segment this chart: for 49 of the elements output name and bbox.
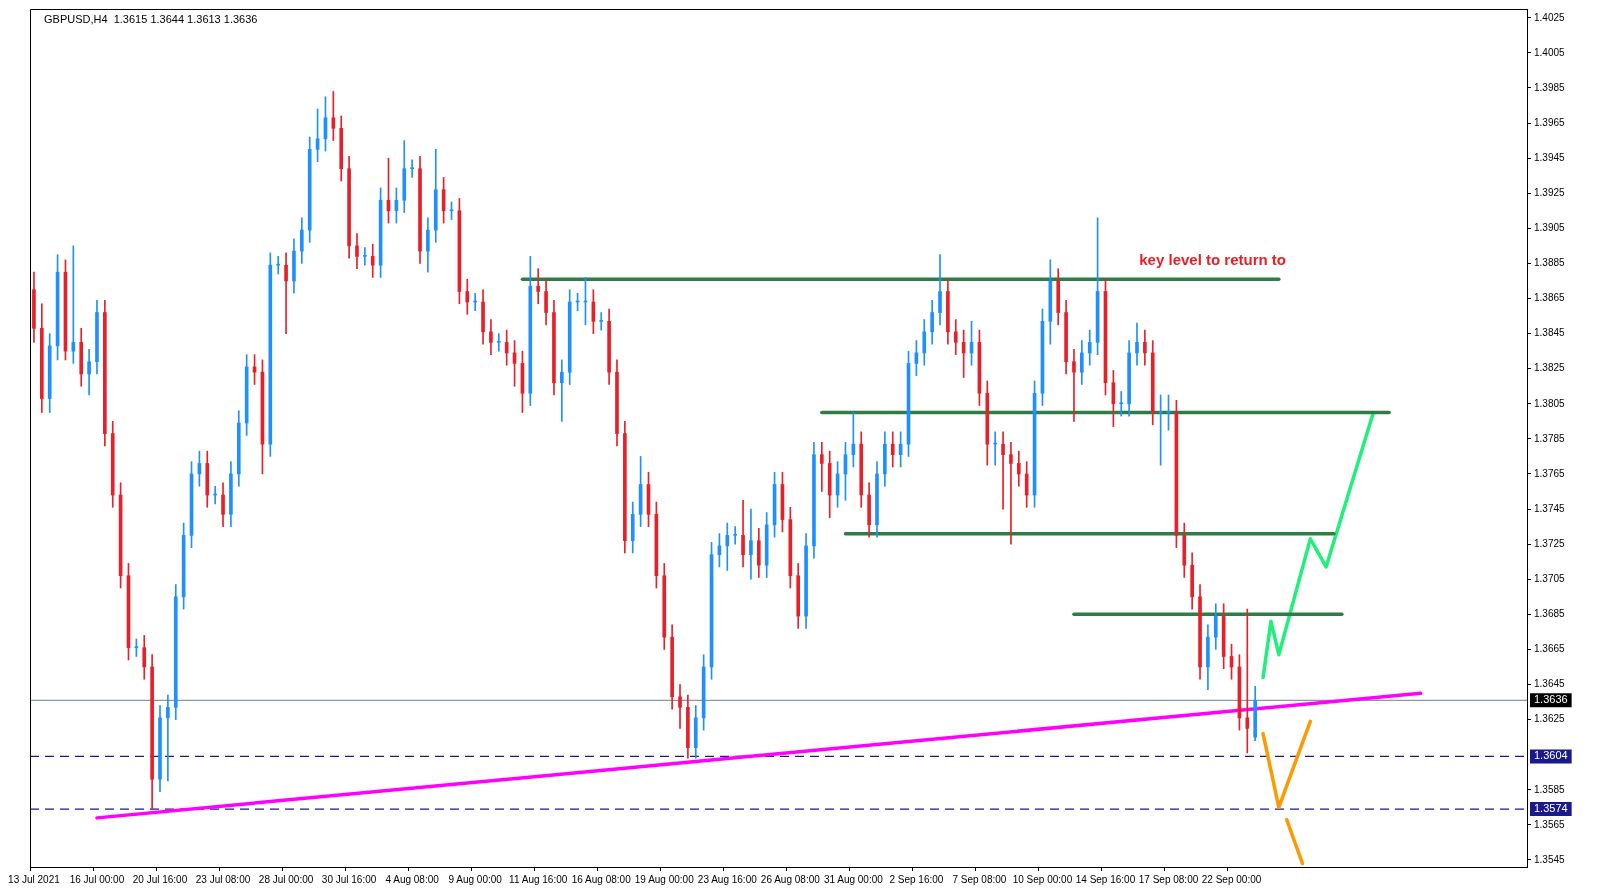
x-tick-label: 10 Sep 00:00 [1012, 873, 1073, 885]
x-tick-label: 20 Jul 16:00 [132, 873, 188, 885]
y-tick-label: 1.3745 [1534, 502, 1566, 514]
x-tick-label: 9 Aug 00:00 [448, 873, 503, 885]
x-tick-label: 26 Aug 08:00 [760, 873, 821, 885]
ref-line-label: 1.3574 [1534, 802, 1568, 815]
y-tick-label: 1.3925 [1534, 186, 1566, 198]
x-tick-label: 7 Sep 08:00 [952, 873, 1007, 885]
y-tick-label: 1.4005 [1534, 46, 1566, 58]
x-tick-label: 16 Aug 08:00 [571, 873, 632, 885]
x-tick-label: 22 Sep 00:00 [1201, 873, 1262, 885]
y-tick-label: 1.3785 [1534, 432, 1566, 444]
y-tick-label: 1.3725 [1534, 537, 1566, 549]
x-tick-label: 31 Aug 00:00 [823, 873, 884, 885]
x-tick-label: 17 Sep 08:00 [1138, 873, 1199, 885]
y-tick-label: 1.3765 [1534, 467, 1566, 479]
y-tick-label: 1.3545 [1534, 853, 1566, 865]
y-tick-label: 1.3885 [1534, 257, 1566, 269]
x-tick-label: 23 Aug 16:00 [697, 873, 758, 885]
y-tick-label: 1.3845 [1534, 327, 1566, 339]
y-tick-label: 1.3945 [1534, 151, 1566, 163]
y-tick-label: 1.3585 [1534, 783, 1566, 795]
y-tick-label: 1.3805 [1534, 397, 1566, 409]
ref-line-label: 1.3604 [1534, 749, 1568, 762]
x-tick-label: 28 Jul 00:00 [258, 873, 314, 885]
x-tick-label: 13 Jul 2021 [8, 873, 61, 885]
y-tick-label: 1.3905 [1534, 222, 1566, 234]
x-tick-label: 14 Sep 16:00 [1075, 873, 1136, 885]
y-tick-label: 1.3645 [1534, 678, 1566, 690]
x-tick-label: 4 Aug 08:00 [385, 873, 440, 885]
ref-line-label: 1.3636 [1534, 693, 1568, 706]
y-tick-label: 1.3565 [1534, 818, 1566, 830]
y-tick-label: 1.3705 [1534, 573, 1566, 584]
y-tick-label: 1.3865 [1534, 292, 1566, 304]
x-tick-label: 11 Aug 16:00 [509, 873, 568, 885]
x-tick-label: 23 Jul 08:00 [195, 873, 251, 885]
y-tick-label: 1.3965 [1534, 116, 1566, 128]
x-tick-label: 2 Sep 16:00 [889, 873, 944, 885]
y-tick-label: 1.3985 [1534, 81, 1566, 93]
x-tick-label: 30 Jul 16:00 [321, 873, 377, 885]
x-tick-label: 19 Aug 00:00 [634, 873, 695, 885]
y-tick-label: 1.4025 [1534, 11, 1566, 23]
x-tick-label: 16 Jul 00:00 [69, 873, 125, 885]
annotation: key level to return to [1139, 250, 1286, 268]
y-tick-label: 1.3665 [1534, 643, 1566, 655]
y-tick-label: 1.3825 [1534, 362, 1566, 374]
y-tick-label: 1.3685 [1534, 608, 1566, 620]
y-tick-label: 1.3625 [1534, 713, 1566, 725]
chart-title: GBPUSD,H4 1.3615 1.3644 1.3613 1.3636 [44, 12, 258, 25]
